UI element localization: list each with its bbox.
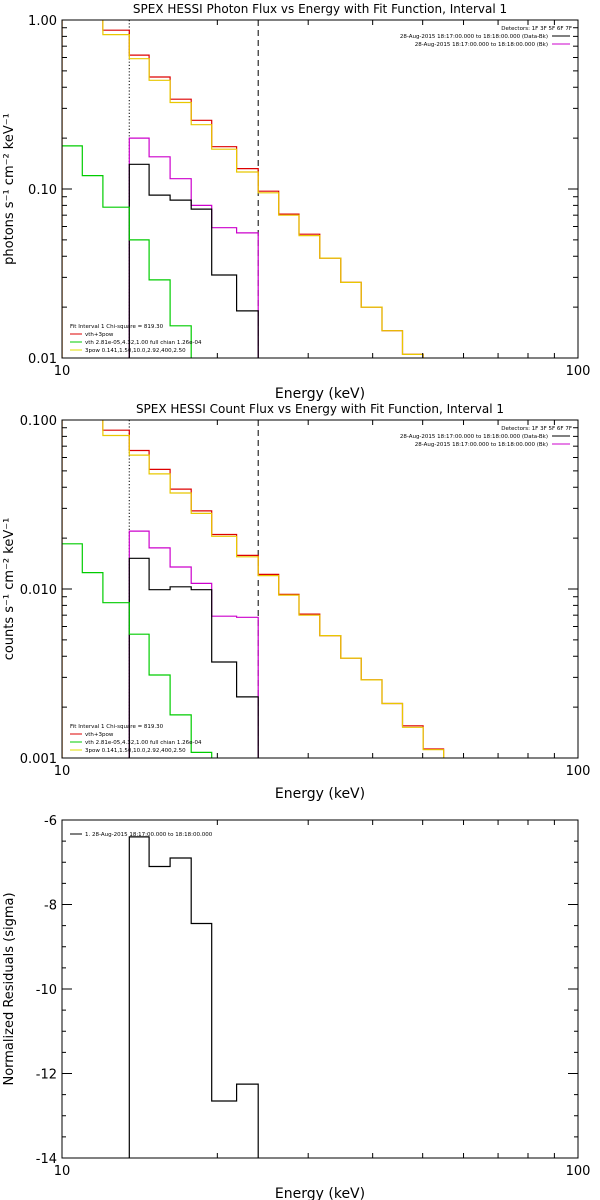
series-line-2 xyxy=(62,20,424,358)
series-line-2 xyxy=(62,420,465,758)
x-axis-label: Energy (keV) xyxy=(275,1186,365,1200)
chart-panel-1: SPEX HESSI Photon Flux vs Energy with Fi… xyxy=(2,2,590,402)
y-axis-label: photons s⁻¹ cm⁻² keV⁻¹ xyxy=(2,113,17,265)
y-tick-label: -8 xyxy=(44,899,57,914)
chart-title: SPEX HESSI Photon Flux vs Energy with Fi… xyxy=(133,2,507,16)
y-tick-label: 0.100 xyxy=(20,414,57,429)
legend-text: 3pow 0.141,1.50,10.0,2.92,400,2.50 xyxy=(85,348,186,354)
info-line-text: 28-Aug-2015 18:17:00.000 to 18:18:00.000… xyxy=(400,434,548,440)
plot-frame xyxy=(61,419,579,759)
x-axis-label: Energy (keV) xyxy=(275,786,365,802)
series-line-1 xyxy=(62,420,465,758)
y-tick-label: -12 xyxy=(36,1068,57,1083)
series-line-4 xyxy=(128,163,259,358)
legend-text: 3pow 0.141,1.50,10.0,2.92,400,2.50 xyxy=(85,748,186,754)
x-tick-label: 10 xyxy=(54,364,71,379)
info-line-text: Detectors: 1F 3F 5F 6F 7F xyxy=(501,26,572,32)
info-line-text: 28-Aug-2015 18:17:00.000 to 18:18:00.000… xyxy=(400,34,548,40)
legend-text: 1. 28-Aug-2015 18:17:00.000 to 18:18:00.… xyxy=(85,832,213,838)
y-tick-label: 0.001 xyxy=(20,752,57,767)
series-line-3 xyxy=(128,530,259,758)
legend-text: vth+3pow xyxy=(85,732,114,738)
chart-panel-2: SPEX HESSI Count Flux vs Energy with Fit… xyxy=(2,402,590,802)
x-tick-label: 10 xyxy=(54,764,71,779)
y-tick-label: -10 xyxy=(36,983,57,998)
series-line-4 xyxy=(128,557,259,758)
series-group xyxy=(128,836,259,1158)
series-line-3 xyxy=(128,137,259,358)
y-axis-label: counts s⁻¹ cm⁻² keV⁻¹ xyxy=(2,518,17,661)
legend-text: vth 2.81e-05,4.32,1.00 full chian 1.26e-… xyxy=(85,740,202,746)
y-tick-label: 0.10 xyxy=(28,183,57,198)
plot-frame xyxy=(61,19,579,359)
series-group xyxy=(62,420,465,758)
chart-title: SPEX HESSI Count Flux vs Energy with Fit… xyxy=(136,402,504,416)
series-group xyxy=(62,20,424,358)
legend-text: Fit Interval 1 Chi-square = 819.30 xyxy=(70,724,164,730)
x-tick-label: 100 xyxy=(566,764,591,779)
legend-text: vth+3pow xyxy=(85,332,114,338)
series-line-5 xyxy=(62,543,213,758)
x-tick-label: 100 xyxy=(566,364,591,379)
plot-frame xyxy=(61,819,579,1159)
series-line-1 xyxy=(62,20,424,358)
series-line-1 xyxy=(128,836,259,1158)
series-line-5 xyxy=(62,145,213,358)
info-line-text: Detectors: 1F 3F 5F 6F 7F xyxy=(501,426,572,432)
y-axis-label: Normalized Residuals (sigma) xyxy=(2,892,17,1085)
y-tick-label: -6 xyxy=(44,814,57,829)
y-tick-label: 0.01 xyxy=(28,352,57,367)
y-tick-label: -14 xyxy=(36,1152,57,1167)
info-line-text: 28-Aug-2015 18:17:00.000 to 18:18:00.000… xyxy=(415,442,548,448)
y-tick-label: 1.00 xyxy=(28,14,57,29)
chart-panel-3: 10 100 Energy (keV) -14 -12 -10 -8 -6 Normalized… xyxy=(2,814,590,1200)
y-tick-label: 0.010 xyxy=(20,583,57,598)
x-tick-label: 10 xyxy=(54,1164,71,1179)
x-tick-label: 100 xyxy=(566,1164,591,1179)
legend-text: vth 2.81e-05,4.32,1.00 full chian 1.26e-… xyxy=(85,340,202,346)
x-axis-label: Energy (keV) xyxy=(275,386,365,402)
info-line-text: 28-Aug-2015 18:17:00.000 to 18:18:00.000… xyxy=(415,42,548,48)
legend-text: Fit Interval 1 Chi-square = 819.30 xyxy=(70,324,164,330)
